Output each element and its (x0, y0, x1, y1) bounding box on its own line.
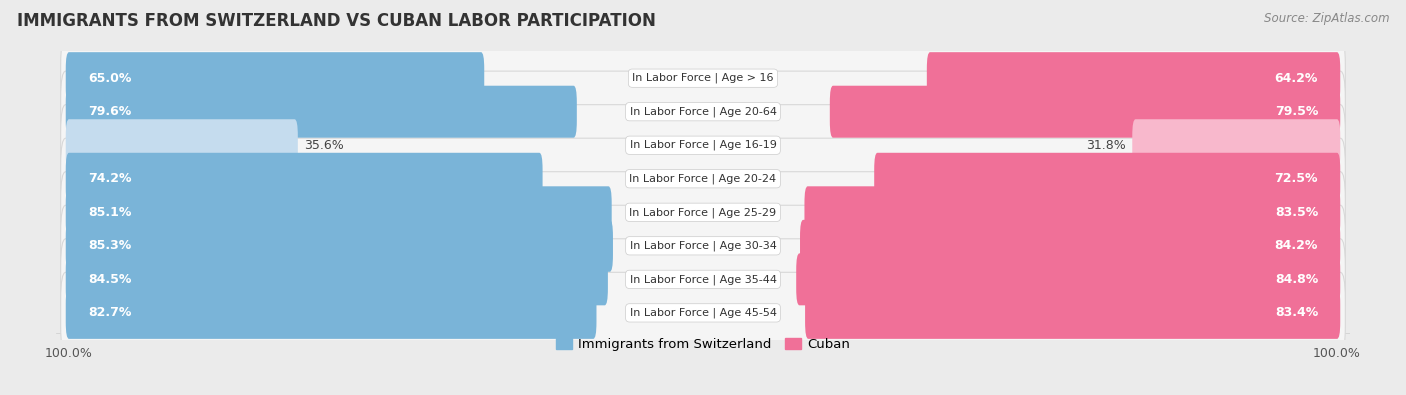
FancyBboxPatch shape (830, 86, 1340, 138)
Text: 35.6%: 35.6% (304, 139, 344, 152)
FancyBboxPatch shape (66, 253, 607, 305)
Text: 65.0%: 65.0% (89, 71, 131, 85)
FancyBboxPatch shape (66, 220, 613, 272)
FancyBboxPatch shape (66, 153, 543, 205)
Text: 85.3%: 85.3% (89, 239, 131, 252)
FancyBboxPatch shape (66, 52, 484, 104)
Text: In Labor Force | Age 45-54: In Labor Force | Age 45-54 (630, 308, 776, 318)
FancyBboxPatch shape (806, 287, 1340, 339)
FancyBboxPatch shape (60, 71, 1346, 152)
FancyBboxPatch shape (66, 86, 576, 138)
Text: 85.1%: 85.1% (89, 206, 131, 219)
FancyBboxPatch shape (60, 205, 1346, 286)
Text: In Labor Force | Age 35-44: In Labor Force | Age 35-44 (630, 274, 776, 285)
Text: 83.5%: 83.5% (1275, 206, 1317, 219)
Text: 82.7%: 82.7% (89, 307, 131, 320)
Text: 84.8%: 84.8% (1275, 273, 1317, 286)
Legend: Immigrants from Switzerland, Cuban: Immigrants from Switzerland, Cuban (551, 333, 855, 356)
Text: 84.5%: 84.5% (89, 273, 131, 286)
FancyBboxPatch shape (60, 38, 1346, 119)
Text: Source: ZipAtlas.com: Source: ZipAtlas.com (1264, 12, 1389, 25)
FancyBboxPatch shape (1132, 119, 1340, 171)
Text: 79.5%: 79.5% (1275, 105, 1317, 118)
Text: 84.2%: 84.2% (1275, 239, 1317, 252)
Text: In Labor Force | Age 20-64: In Labor Force | Age 20-64 (630, 106, 776, 117)
FancyBboxPatch shape (60, 138, 1346, 219)
FancyBboxPatch shape (66, 119, 298, 171)
Text: 74.2%: 74.2% (89, 172, 131, 185)
Text: 79.6%: 79.6% (89, 105, 131, 118)
FancyBboxPatch shape (60, 272, 1346, 354)
Text: 83.4%: 83.4% (1275, 307, 1317, 320)
FancyBboxPatch shape (875, 153, 1340, 205)
FancyBboxPatch shape (60, 239, 1346, 320)
Text: In Labor Force | Age > 16: In Labor Force | Age > 16 (633, 73, 773, 83)
FancyBboxPatch shape (800, 220, 1340, 272)
Text: In Labor Force | Age 16-19: In Labor Force | Age 16-19 (630, 140, 776, 150)
Text: 31.8%: 31.8% (1087, 139, 1126, 152)
Text: In Labor Force | Age 20-24: In Labor Force | Age 20-24 (630, 173, 776, 184)
FancyBboxPatch shape (66, 287, 596, 339)
Text: In Labor Force | Age 25-29: In Labor Force | Age 25-29 (630, 207, 776, 218)
FancyBboxPatch shape (927, 52, 1340, 104)
Text: IMMIGRANTS FROM SWITZERLAND VS CUBAN LABOR PARTICIPATION: IMMIGRANTS FROM SWITZERLAND VS CUBAN LAB… (17, 12, 655, 30)
FancyBboxPatch shape (796, 253, 1340, 305)
Text: 64.2%: 64.2% (1275, 71, 1317, 85)
FancyBboxPatch shape (804, 186, 1340, 238)
FancyBboxPatch shape (60, 105, 1346, 186)
Text: 72.5%: 72.5% (1275, 172, 1317, 185)
Text: In Labor Force | Age 30-34: In Labor Force | Age 30-34 (630, 241, 776, 251)
FancyBboxPatch shape (60, 172, 1346, 253)
FancyBboxPatch shape (66, 186, 612, 238)
